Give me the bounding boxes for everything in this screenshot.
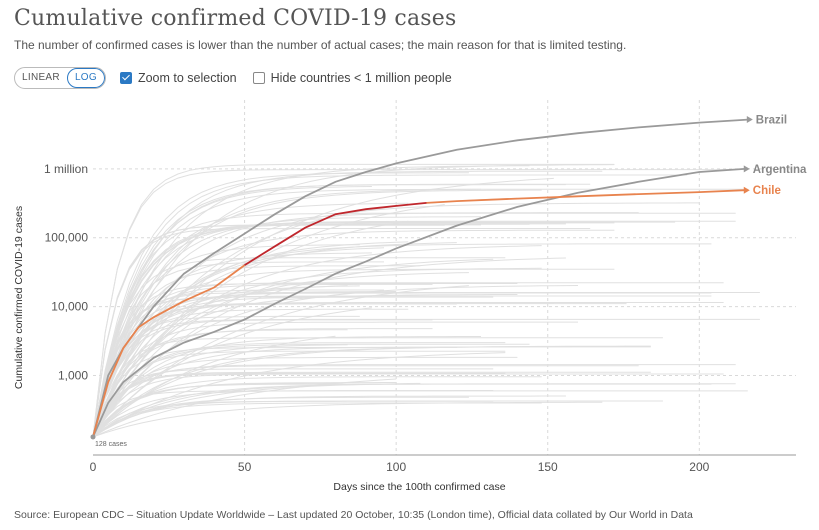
background-country-line xyxy=(92,164,615,438)
background-country-line xyxy=(92,265,421,438)
series-label-chile: Chile xyxy=(753,185,781,197)
background-country-line xyxy=(92,220,736,438)
series-label-brazil: Brazil xyxy=(756,115,787,127)
background-country-line xyxy=(92,376,542,438)
log-scale-button[interactable]: LOG xyxy=(66,68,105,88)
background-country-line xyxy=(92,346,651,438)
background-country-line xyxy=(92,285,469,438)
background-country-line xyxy=(92,343,530,438)
background-country-line xyxy=(92,345,651,438)
y-tick-label: 10,000 xyxy=(51,300,88,314)
background-country-line xyxy=(92,371,651,438)
scale-toggle[interactable]: LINEAR LOG xyxy=(14,67,106,89)
series-line-chile xyxy=(92,264,246,438)
background-country-line xyxy=(92,303,627,438)
background-country-line xyxy=(92,390,494,438)
background-country-line xyxy=(92,292,760,438)
x-tick-label: 100 xyxy=(386,460,406,474)
background-country-line xyxy=(92,291,397,438)
background-country-line xyxy=(92,202,700,438)
background-country-line xyxy=(92,257,566,438)
y-tick-label: 1 million xyxy=(44,162,88,176)
background-country-line xyxy=(92,395,566,438)
background-country-line xyxy=(92,188,482,438)
background-country-line xyxy=(92,400,663,438)
source-note: Source: European CDC – Situation Update … xyxy=(14,509,693,521)
background-country-line xyxy=(92,295,712,438)
y-tick-label: 1,000 xyxy=(58,368,88,382)
start-label: 128 cases xyxy=(95,441,127,448)
background-country-line xyxy=(92,373,724,438)
background-country-line xyxy=(92,169,736,437)
background-country-line xyxy=(92,241,409,438)
background-country-line xyxy=(92,335,336,438)
chart-title: Cumulative confirmed COVID-19 cases xyxy=(14,6,457,31)
background-country-line xyxy=(92,372,506,438)
background-country-line xyxy=(92,350,506,438)
background-country-line xyxy=(92,285,360,438)
zoom-checkbox-box[interactable] xyxy=(119,72,132,84)
zoom-to-selection-checkbox[interactable]: Zoom to selection xyxy=(119,71,237,85)
background-country-line xyxy=(92,222,615,437)
background-country-line xyxy=(92,257,506,437)
background-country-line xyxy=(92,382,421,438)
series-arrow-icon xyxy=(743,165,750,173)
hide-small-countries-checkbox[interactable]: Hide countries < 1 million people xyxy=(252,71,452,85)
series-label-argentina: Argentina xyxy=(753,164,807,176)
series-line-argentina xyxy=(92,168,745,438)
linear-scale-button[interactable]: LINEAR xyxy=(22,72,60,83)
background-country-line xyxy=(92,315,360,438)
background-country-line xyxy=(92,188,748,438)
background-country-line xyxy=(92,245,542,438)
chart-controls: LINEAR LOG Zoom to selection Hide countr… xyxy=(14,67,452,89)
series-arrow-icon xyxy=(746,116,753,124)
x-tick-label: 200 xyxy=(689,460,709,474)
background-country-line xyxy=(92,318,760,438)
background-country-line xyxy=(92,401,603,438)
y-axis-label: Cumulative confirmed COVID-19 cases xyxy=(13,206,25,389)
background-country-line xyxy=(92,342,506,438)
background-country-line xyxy=(92,212,639,438)
background-country-line xyxy=(92,352,506,438)
background-country-line xyxy=(92,252,372,438)
series-line-chile-peak xyxy=(244,202,427,266)
background-country-line xyxy=(92,170,603,438)
background-country-line xyxy=(92,261,384,437)
zoom-checkbox-label: Zoom to selection xyxy=(137,71,237,85)
background-country-line xyxy=(92,282,724,438)
y-tick-label: 100,000 xyxy=(45,231,89,245)
background-country-line xyxy=(92,244,360,438)
background-country-line xyxy=(92,356,518,438)
background-country-line xyxy=(92,163,615,437)
series-arrow-icon xyxy=(743,186,750,194)
chart-subtitle: The number of confirmed cases is lower t… xyxy=(14,38,627,52)
background-country-line xyxy=(92,189,542,438)
background-country-line xyxy=(92,321,578,438)
background-country-line xyxy=(92,344,348,438)
series-line-brazil xyxy=(92,118,748,438)
x-tick-label: 50 xyxy=(238,460,252,474)
background-country-line xyxy=(92,382,397,438)
background-country-line xyxy=(92,172,469,437)
hide-checkbox-label: Hide countries < 1 million people xyxy=(270,71,452,85)
background-country-line xyxy=(92,285,579,438)
background-country-line xyxy=(92,337,663,438)
series-line-chile xyxy=(426,189,745,204)
background-country-line xyxy=(92,258,494,438)
x-tick-label: 150 xyxy=(538,460,558,474)
background-country-line xyxy=(92,390,748,438)
background-country-line xyxy=(92,228,591,437)
start-point-marker xyxy=(90,434,96,440)
background-country-line xyxy=(92,383,360,438)
x-axis-label: Days since the 100th confirmed case xyxy=(333,481,505,493)
background-country-line xyxy=(92,364,736,438)
background-country-line xyxy=(92,336,481,438)
background-country-line xyxy=(92,368,494,438)
background-country-line xyxy=(92,223,566,437)
x-tick-label: 0 xyxy=(90,460,97,474)
background-country-line xyxy=(92,202,409,438)
hide-checkbox-box[interactable] xyxy=(252,72,265,84)
background-country-line xyxy=(92,174,688,437)
